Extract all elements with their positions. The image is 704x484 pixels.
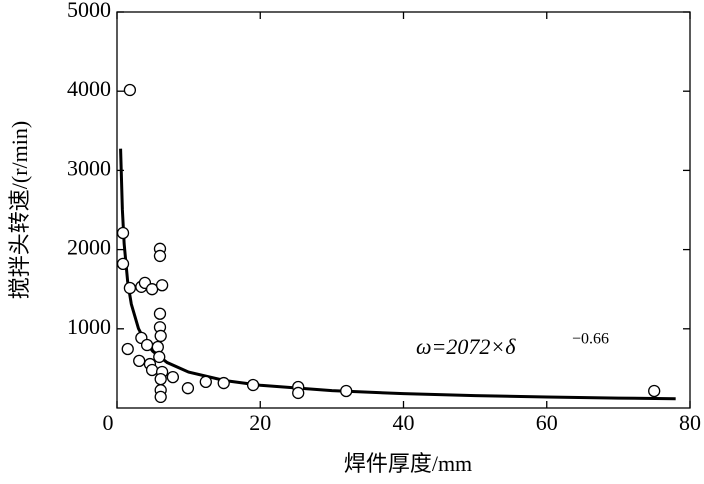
data-point: [140, 338, 154, 352]
data-point: [133, 354, 146, 368]
y-tick-label: 4000: [67, 76, 111, 101]
x-tick-label: 60: [536, 410, 558, 435]
plot-frame: [116, 11, 691, 409]
annotation: ω=2072×δ: [416, 334, 516, 359]
data-point: [154, 372, 167, 386]
data-point: [145, 283, 159, 296]
data-point: [153, 350, 166, 364]
data-point: [217, 376, 230, 390]
data-point: [116, 257, 130, 271]
y-tick-label: 3000: [67, 155, 111, 180]
x-tick-label: 20: [249, 410, 271, 435]
data-point: [181, 382, 195, 395]
x-tick-label: 40: [393, 410, 415, 435]
data-point: [154, 329, 167, 343]
data-point: [121, 342, 134, 356]
data-point: [199, 375, 212, 389]
data-point: [153, 307, 167, 320]
x-tick-label: 80: [679, 410, 701, 435]
y-axis-label: 搅拌头转速/(r/min): [7, 121, 32, 299]
data-point: [166, 370, 180, 384]
data-point: [292, 386, 305, 400]
y-tick-label: 1000: [67, 314, 111, 339]
data-point: [153, 249, 167, 263]
annotation-exponent: −0.66: [572, 331, 609, 348]
data-point: [648, 384, 661, 398]
y-tick-label: 5000: [67, 0, 111, 22]
data-point: [151, 340, 164, 354]
data-point: [154, 390, 167, 404]
y-tick-label: 2000: [67, 235, 111, 260]
data-point: [123, 281, 137, 295]
x-axis-label: 焊件厚度/mm: [344, 451, 472, 476]
data-point: [246, 378, 260, 392]
x-tick-label: 0: [103, 410, 114, 435]
fit-curve: [119, 148, 676, 401]
data-point: [340, 384, 353, 398]
data-point: [145, 363, 159, 377]
data-point: [116, 226, 130, 240]
data-point: [123, 83, 137, 97]
data-point: [155, 279, 169, 292]
